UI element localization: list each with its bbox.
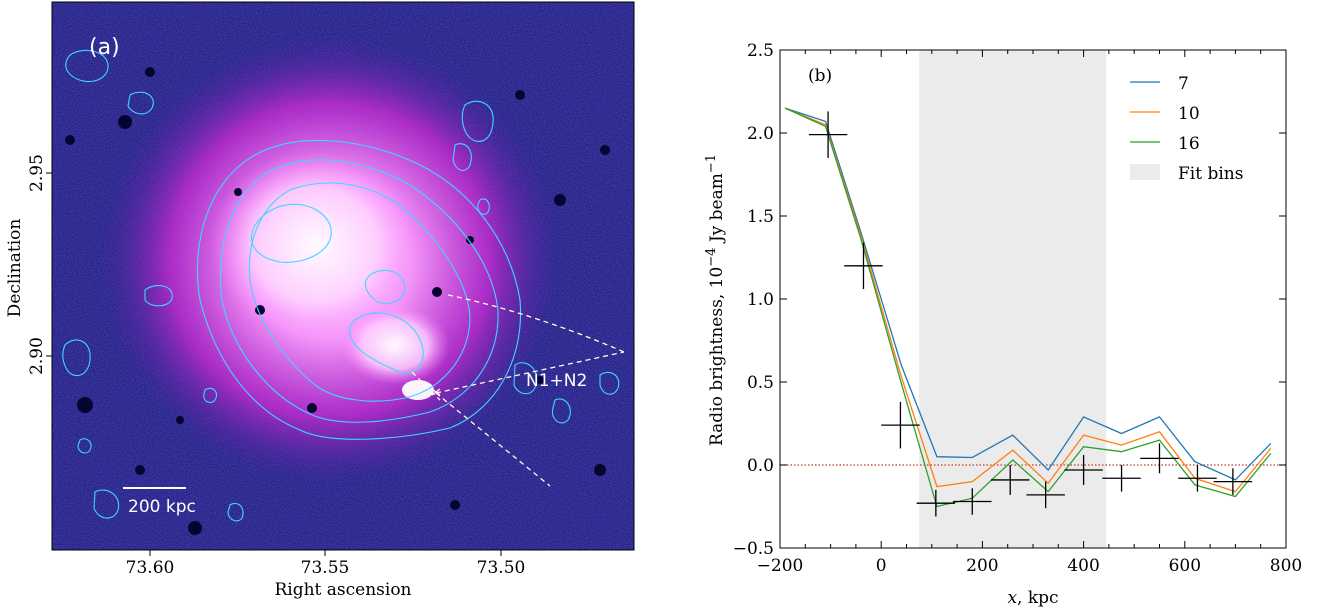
data-point bbox=[844, 242, 883, 290]
panel-b: −200 0 200 400 600 800−0.50.00.51.01.52.02.5 … bbox=[704, 41, 1303, 608]
data-point bbox=[808, 111, 848, 158]
x-axis-label: x, kpc bbox=[1007, 588, 1058, 608]
legend-label: 7 bbox=[1178, 74, 1189, 94]
series-line-10 bbox=[784, 107, 1272, 493]
x-tick-label: 400 bbox=[1067, 556, 1099, 576]
y-tick-label: 0.5 bbox=[747, 373, 774, 393]
legend: 7 10 16 Fit bins bbox=[1130, 74, 1243, 184]
region-wedge bbox=[411, 294, 625, 487]
region-label: N1+N2 bbox=[526, 371, 587, 391]
legend-label: 10 bbox=[1178, 104, 1200, 124]
data-point bbox=[1178, 465, 1217, 492]
data-point bbox=[1213, 468, 1253, 495]
region-marker bbox=[431, 388, 441, 396]
data-point bbox=[1064, 455, 1103, 485]
panel-a: 200 kpc N1+N2 (a) 73.60 73.55 73.50 2.95… bbox=[5, 1, 635, 600]
x-tick-label: 73.50 bbox=[477, 558, 526, 578]
x-tick-label: 800 bbox=[1270, 556, 1302, 576]
data-point bbox=[953, 488, 992, 515]
data-point bbox=[1102, 465, 1141, 492]
legend-label: Fit bins bbox=[1178, 164, 1243, 184]
data-point bbox=[1026, 481, 1065, 509]
point-sources bbox=[65, 67, 610, 535]
data-point bbox=[916, 489, 956, 517]
x-tick-label: 200 bbox=[966, 556, 998, 576]
data-point bbox=[991, 465, 1030, 495]
x-tick-label: 73.60 bbox=[126, 558, 175, 578]
x-tick-label: 73.55 bbox=[301, 558, 350, 578]
panel-a-label: (a) bbox=[89, 35, 120, 60]
x-tick-label: 600 bbox=[1169, 556, 1201, 576]
legend-label: 16 bbox=[1178, 134, 1200, 154]
data-point bbox=[1140, 443, 1179, 474]
series-line-16 bbox=[784, 107, 1272, 508]
scalebar-label: 200 kpc bbox=[128, 497, 196, 517]
y-tick-label: 2.90 bbox=[27, 337, 47, 375]
x-axis-label: Right ascension bbox=[274, 580, 411, 600]
y-tick-label: 1.0 bbox=[747, 290, 774, 310]
y-tick-label: 2.0 bbox=[747, 124, 774, 144]
series-line-7 bbox=[784, 107, 1272, 481]
data-point bbox=[881, 401, 920, 449]
radio-contours bbox=[62, 49, 620, 522]
xray-image: 200 kpc N1+N2 (a) bbox=[52, 2, 634, 550]
panel-a-frame bbox=[51, 1, 635, 551]
y-tick-label: 2.5 bbox=[747, 41, 774, 61]
bright-spot bbox=[402, 380, 434, 400]
y-tick-label: 2.95 bbox=[27, 154, 47, 192]
x-tick-label: −200 bbox=[757, 556, 804, 576]
fit-bins-region bbox=[919, 50, 1107, 548]
cluster-tail bbox=[340, 305, 450, 385]
y-axis-label: Radio brightness, 10−4 Jy beam−1 bbox=[704, 154, 728, 446]
y-tick-label: 1.5 bbox=[747, 207, 774, 227]
y-axis-label: Declination bbox=[5, 219, 25, 318]
y-tick-label: −0.5 bbox=[733, 539, 774, 559]
panel-a-ticks bbox=[46, 172, 502, 556]
x-tick-label: 0 bbox=[876, 556, 887, 576]
legend-swatch-fit-bins bbox=[1130, 164, 1160, 180]
y-tick-label: 0.0 bbox=[747, 456, 774, 476]
panel-b-label: (b) bbox=[808, 66, 832, 86]
